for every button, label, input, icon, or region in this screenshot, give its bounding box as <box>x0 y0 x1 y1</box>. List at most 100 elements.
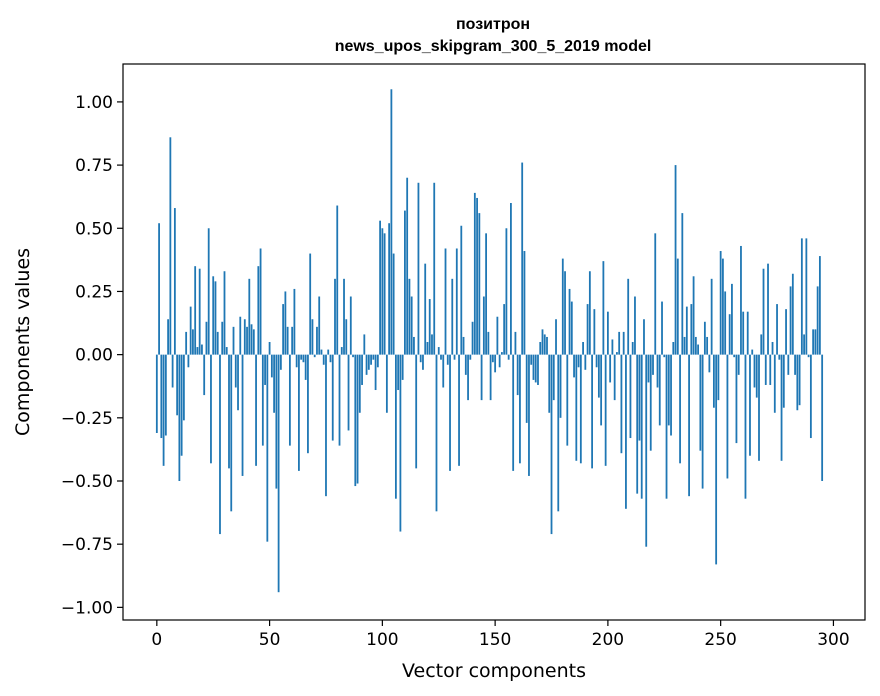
bar-137 <box>464 354 467 375</box>
y-axis-label: Components values <box>12 248 34 436</box>
bar-40 <box>246 326 248 355</box>
bar-30 <box>223 271 226 355</box>
bar-194 <box>593 309 596 355</box>
bar-135 <box>460 225 463 355</box>
bar-152 <box>498 354 501 368</box>
bar-83 <box>343 278 345 355</box>
bar-149 <box>491 354 494 363</box>
bar-259 <box>740 245 742 355</box>
bar-237 <box>690 304 693 355</box>
bar-295 <box>821 354 824 481</box>
bar-247 <box>712 354 715 408</box>
bar-119 <box>424 263 427 355</box>
chart-title: позитрон <box>456 16 530 33</box>
bar-125 <box>437 347 440 355</box>
bar-56 <box>282 304 285 355</box>
bar-245 <box>708 354 711 373</box>
bar-129 <box>446 354 449 365</box>
plot-frame <box>122 63 866 621</box>
bar-173 <box>546 336 548 355</box>
bar-144 <box>480 354 483 401</box>
bar-197 <box>600 354 603 426</box>
bar-61 <box>293 288 296 355</box>
bar-26 <box>214 281 217 355</box>
x-tick-label-2: 100 <box>366 630 398 650</box>
bar-27 <box>216 331 219 355</box>
bar-122 <box>431 334 433 355</box>
bar-277 <box>780 354 783 461</box>
bar-109 <box>401 354 404 380</box>
bar-209 <box>627 278 630 355</box>
bar-162 <box>521 162 524 355</box>
bar-278 <box>782 354 785 408</box>
bar-168 <box>534 354 537 383</box>
bar-14 <box>187 354 190 368</box>
bar-169 <box>537 354 539 385</box>
bar-63 <box>298 354 300 471</box>
bar-246 <box>710 278 713 355</box>
bar-90 <box>358 354 361 413</box>
x-tick-label-5: 250 <box>704 630 736 650</box>
bar-181 <box>564 271 566 355</box>
bar-131 <box>451 278 454 355</box>
bar-115 <box>415 354 418 469</box>
bar-81 <box>338 354 341 446</box>
bar-284 <box>796 354 799 411</box>
bars-group <box>155 89 824 593</box>
bar-261 <box>744 354 747 499</box>
bar-105 <box>392 253 395 355</box>
bar-251 <box>722 258 724 355</box>
x-tick-label-6: 300 <box>817 630 849 650</box>
bar-18 <box>196 347 199 355</box>
bar-182 <box>566 354 569 446</box>
bar-38 <box>241 354 244 476</box>
bar-232 <box>679 354 681 464</box>
bar-133 <box>455 248 458 355</box>
bar-205 <box>618 331 621 355</box>
bar-150 <box>494 354 497 373</box>
bar-6 <box>169 137 172 355</box>
bar-217 <box>645 354 648 547</box>
bar-213 <box>636 354 639 494</box>
bar-95 <box>370 354 372 365</box>
bar-269 <box>762 268 765 355</box>
bar-189 <box>582 342 584 355</box>
bar-64 <box>300 354 303 360</box>
y-tick-label-8: 1.00 <box>75 93 113 113</box>
bar-293 <box>816 286 819 355</box>
bar-43 <box>252 329 255 355</box>
bar-75 <box>325 354 327 497</box>
bar-76 <box>327 349 330 355</box>
bar-273 <box>771 342 774 355</box>
bar-154 <box>503 304 506 355</box>
bar-203 <box>613 354 616 401</box>
bar-211 <box>631 342 634 355</box>
bar-215 <box>640 354 643 499</box>
bar-128 <box>444 248 447 355</box>
bar-57 <box>284 291 287 355</box>
bar-147 <box>487 331 490 355</box>
bar-287 <box>803 334 805 355</box>
bar-104 <box>390 89 393 355</box>
bar-84 <box>345 319 348 355</box>
bar-218 <box>647 354 650 383</box>
bar-183 <box>568 288 571 355</box>
bar-164 <box>525 354 528 423</box>
bar-112 <box>408 278 411 355</box>
bar-285 <box>798 354 801 406</box>
x-axis-ticks: 0 50 100 150 200 250 300 <box>151 620 850 650</box>
bar-103 <box>388 223 391 355</box>
bar-121 <box>428 299 431 355</box>
bar-136 <box>462 336 465 355</box>
bar-123 <box>433 182 436 355</box>
bar-172 <box>543 334 546 355</box>
bar-216 <box>643 319 645 355</box>
bar-268 <box>760 334 763 355</box>
bar-178 <box>557 354 560 512</box>
bar-224 <box>661 301 663 355</box>
bar-120 <box>426 342 429 355</box>
bar-210 <box>629 354 632 439</box>
bar-65 <box>302 354 305 363</box>
bar-71 <box>316 326 318 355</box>
